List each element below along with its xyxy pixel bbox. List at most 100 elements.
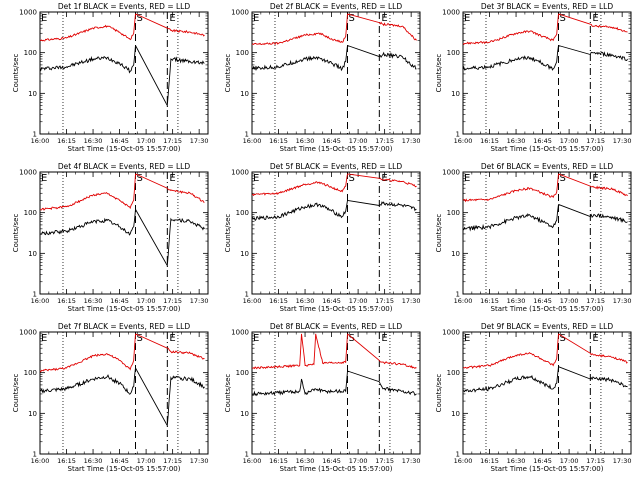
y-tick-label: 1000 [19,329,37,337]
x-tick-label: 16:15 [269,297,288,305]
plot-frame [251,331,421,455]
end-marker-label: E [169,13,175,24]
plot-frame [39,11,209,135]
end-marker-label: E [169,173,175,184]
end-marker-label-left: E [253,333,259,344]
y-tick-label: 1000 [442,9,460,17]
x-tick-label: 17:15 [163,137,182,145]
plot-frame [251,171,421,295]
panel-title: Det 4f BLACK = Events, RED = LLD [58,162,191,171]
x-tick-label: 16:45 [533,457,552,465]
y-tick-label: 1 [456,451,460,459]
end-marker-label: E [592,13,598,24]
y-tick-label: 1000 [231,169,249,177]
plot-frame [462,171,632,295]
x-tick-label: 16:00 [243,297,262,305]
events-series-line [463,45,628,71]
y-tick-label: 10 [240,410,249,418]
x-tick-label: 16:30 [84,297,103,305]
x-tick-label: 17:00 [349,297,368,305]
x-tick-label: 17:30 [402,457,421,465]
panel-1: Det 1f BLACK = Events, RED = LLD 1 10 100 10… [12,2,209,153]
x-tick-label: 17:15 [375,297,394,305]
x-tick-label: 17:00 [349,457,368,465]
events-series-line [252,199,417,222]
panel-4: Det 4f BLACK = Events, RED = LLD 1 10 100 10… [12,162,209,313]
x-tick-label: 17:30 [402,297,421,305]
y-axis-label: Counts/sec [224,214,232,253]
y-tick-label: 1 [245,131,249,139]
end-marker-label-left: E [41,13,47,24]
y-tick-label: 1000 [442,169,460,177]
panel-8: Det 8f BLACK = Events, RED = LLD 1 10 100 10… [224,322,421,473]
panel-2: Det 2f BLACK = Events, RED = LLD 1 10 100 10… [224,2,421,153]
panel-5: Det 5f BLACK = Events, RED = LLD 1 10 100 10… [224,162,421,313]
x-tick-label: 17:30 [190,137,209,145]
end-marker-label: E [592,173,598,184]
x-tick-label: 16:00 [454,137,473,145]
y-tick-label: 1 [33,291,37,299]
x-tick-label: 16:15 [480,457,499,465]
x-tick-label: 16:15 [57,457,76,465]
x-tick-label: 17:15 [586,297,605,305]
x-tick-label: 17:30 [613,297,632,305]
y-tick-label: 1000 [19,9,37,17]
x-tick-label: 16:45 [322,457,341,465]
x-tick-label: 16:15 [57,297,76,305]
y-tick-label: 1 [33,451,37,459]
lld-series-line [252,173,417,197]
x-tick-label: 16:00 [31,137,50,145]
x-axis-label: Start Time (15-Oct-05 15:57:00) [491,465,604,473]
x-axis-label: Start Time (15-Oct-05 15:57:00) [68,465,181,473]
panel-6: Det 6f BLACK = Events, RED = LLD 1 10 100 10… [435,162,632,313]
panel-title: Det 1f BLACK = Events, RED = LLD [58,2,191,11]
panel-3: Det 3f BLACK = Events, RED = LLD 1 10 100 10… [435,2,632,153]
x-tick-label: 17:15 [163,457,182,465]
x-tick-label: 16:00 [31,457,50,465]
end-marker-label-left: E [464,333,470,344]
x-axis-label: Start Time (15-Oct-05 15:57:00) [68,145,181,153]
panel-title: Det 6f BLACK = Events, RED = LLD [481,162,614,171]
y-tick-label: 10 [240,250,249,258]
end-marker-label: E [381,333,387,344]
x-tick-label: 16:45 [533,137,552,145]
lld-series-line [463,173,628,203]
y-tick-label: 10 [451,410,460,418]
x-tick-label: 16:15 [269,457,288,465]
events-series-line [40,45,205,108]
plot-frame [39,171,209,295]
events-series-line [463,203,628,232]
x-tick-label: 16:15 [269,137,288,145]
x-tick-label: 16:45 [322,137,341,145]
x-tick-label: 16:30 [84,137,103,145]
x-tick-label: 17:15 [375,137,394,145]
end-marker-label-left: E [41,173,47,184]
y-tick-label: 100 [447,49,460,57]
plot-frame [462,11,632,135]
x-tick-label: 17:00 [137,297,156,305]
y-axis-label: Counts/sec [12,214,20,253]
y-tick-label: 1 [33,131,37,139]
y-tick-label: 10 [451,250,460,258]
lld-series-line [40,13,205,42]
x-tick-label: 16:45 [110,137,129,145]
x-tick-label: 17:30 [613,137,632,145]
x-tick-label: 16:00 [31,297,50,305]
x-axis-label: Start Time (15-Oct-05 15:57:00) [68,305,181,313]
x-axis-label: Start Time (15-Oct-05 15:57:00) [280,305,393,313]
lld-series-line [40,173,205,211]
x-tick-label: 17:30 [190,297,209,305]
y-tick-label: 100 [24,49,37,57]
lld-series-line [463,333,628,370]
y-tick-label: 100 [236,49,249,57]
end-marker-label: E [592,333,598,344]
x-tick-label: 16:15 [480,137,499,145]
y-axis-label: Counts/sec [12,54,20,93]
panel-title: Det 7f BLACK = Events, RED = LLD [58,322,191,331]
y-tick-label: 1 [456,291,460,299]
events-series-line [463,366,628,393]
start-marker-label: S [136,13,142,24]
start-marker-label: S [559,13,565,24]
x-tick-label: 16:30 [507,457,526,465]
